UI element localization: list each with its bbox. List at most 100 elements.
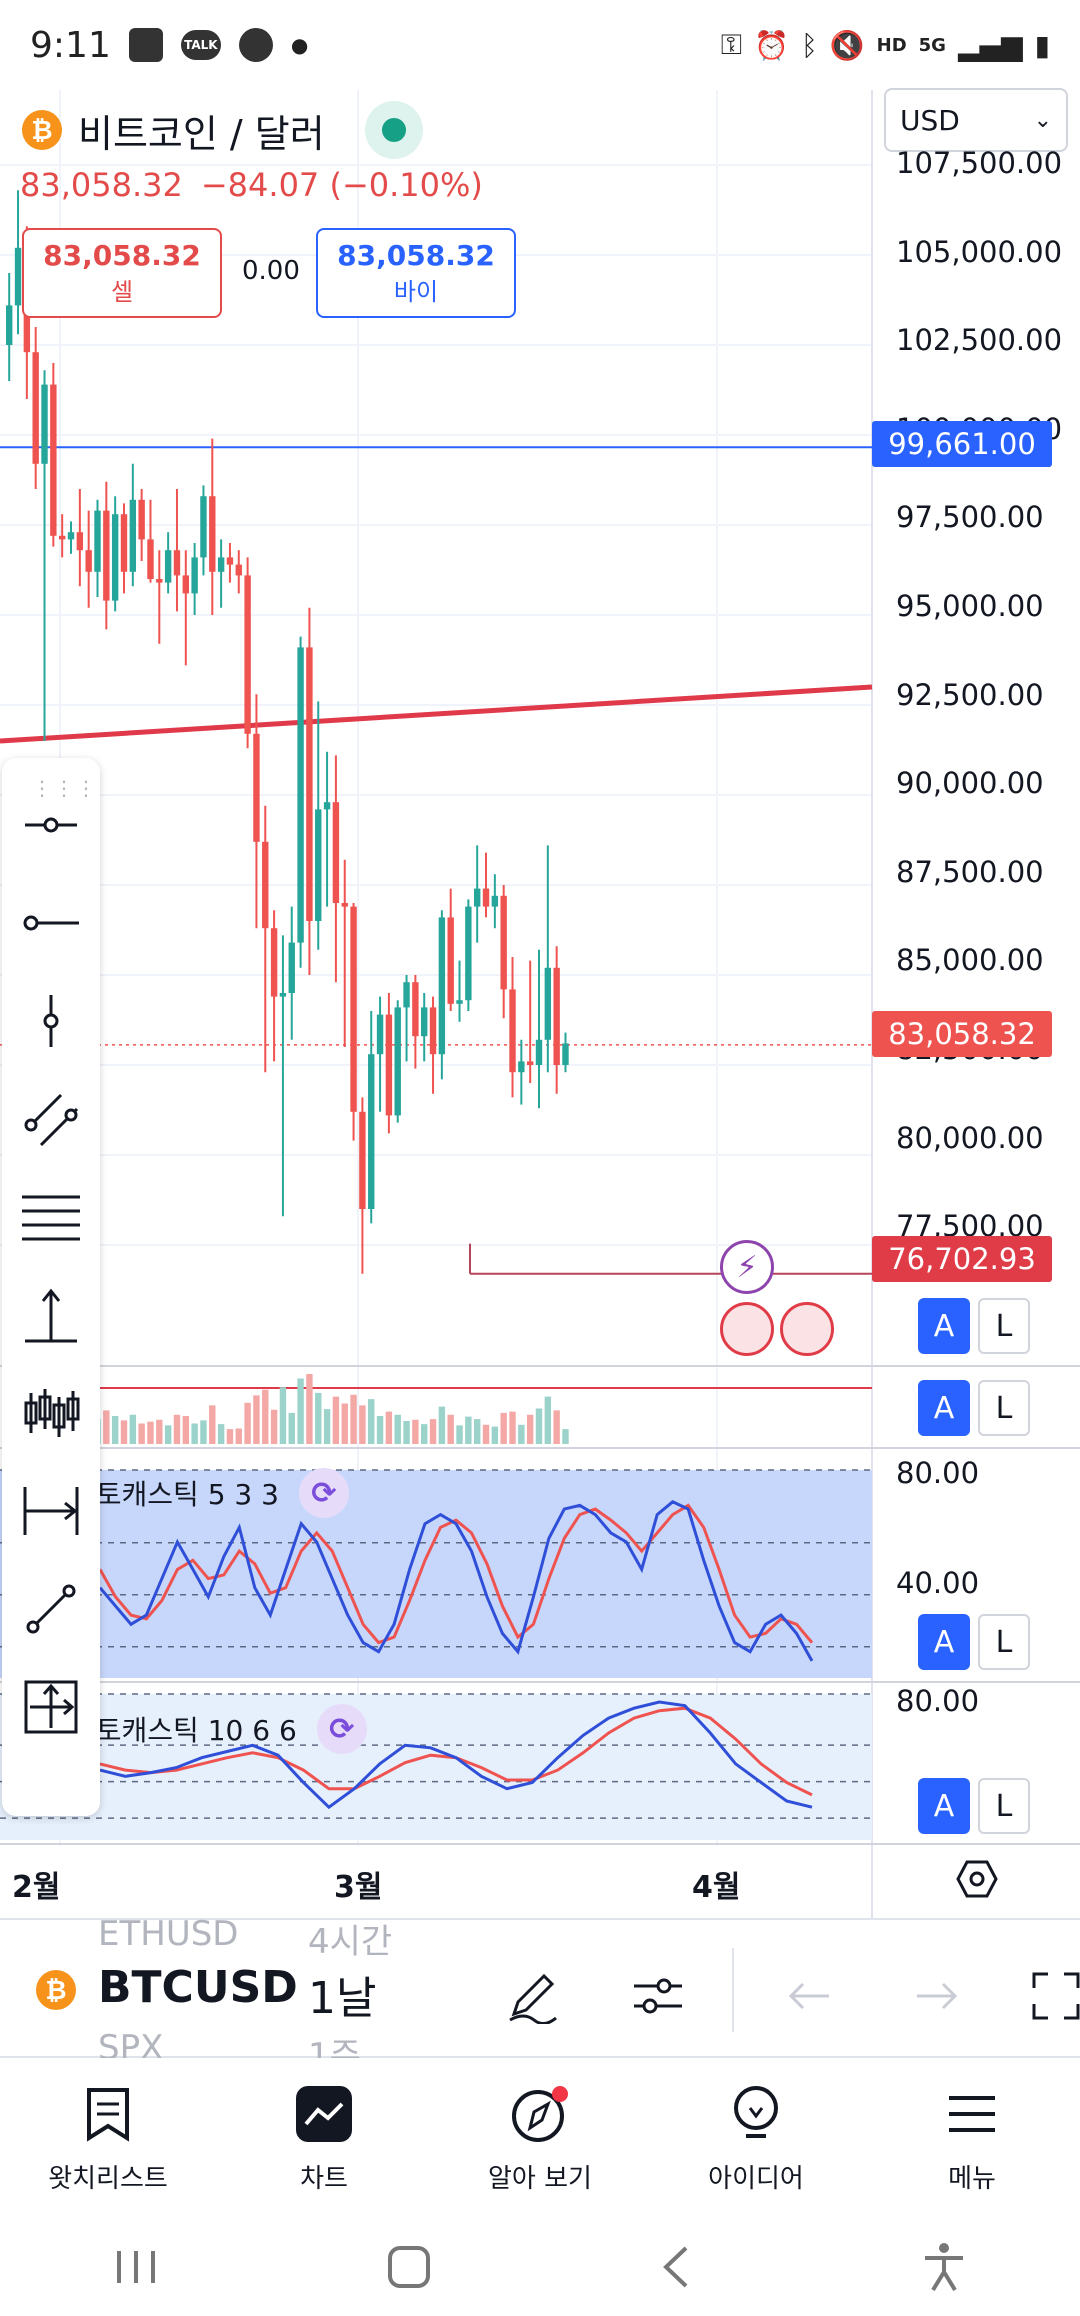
candles-pattern-tool-icon[interactable] bbox=[16, 1378, 86, 1448]
prev-symbol[interactable]: ETHUSD bbox=[98, 1914, 239, 1954]
volume-bar bbox=[526, 1414, 534, 1444]
volume-bar bbox=[385, 1411, 393, 1444]
vertical-line-tool-icon[interactable] bbox=[16, 986, 86, 1056]
volume-bar bbox=[191, 1423, 198, 1444]
stoch2-k-line bbox=[99, 1700, 813, 1810]
volume-bar bbox=[394, 1414, 401, 1444]
trend-line bbox=[0, 684, 873, 744]
symbol-picker-bar[interactable]: ETHUSD ₿ BTCUSD SPX 4시간 1날 1주 bbox=[0, 1914, 1080, 2076]
us-flag-event-icon[interactable] bbox=[780, 1302, 834, 1356]
candle-body bbox=[526, 1061, 534, 1065]
time-axis-label: 4월 bbox=[692, 1870, 741, 1905]
fullscreen-icon[interactable] bbox=[1024, 1964, 1080, 2028]
buy-button[interactable]: 83,058.32 바이 bbox=[316, 228, 516, 318]
candle-body bbox=[129, 499, 137, 572]
current-symbol[interactable]: BTCUSD bbox=[98, 1962, 298, 2013]
sell-button[interactable]: 83,058.32 셀 bbox=[22, 228, 222, 318]
accessibility-icon[interactable] bbox=[919, 2240, 969, 2294]
currency-select[interactable]: USD ⌄ bbox=[884, 88, 1068, 152]
chart-settings-icon[interactable] bbox=[956, 1858, 998, 1900]
nav-chart[interactable]: 차트 bbox=[216, 2058, 432, 2218]
signal-icon: ▂▄▆ bbox=[957, 28, 1023, 62]
position-tool-icon[interactable] bbox=[16, 1672, 86, 1742]
horizontal-ray-tool-icon[interactable] bbox=[16, 790, 86, 860]
measure-tool-icon[interactable] bbox=[16, 1280, 86, 1350]
stoch2-background bbox=[0, 1694, 872, 1840]
candle-body bbox=[306, 647, 313, 921]
stoch1-name: 스토캐스틱 5 3 3 bbox=[70, 1478, 279, 1511]
volume-bar bbox=[544, 1396, 552, 1444]
buy-label: 바이 bbox=[393, 278, 439, 306]
candle-body bbox=[270, 928, 278, 997]
auto-scale-button[interactable]: A bbox=[918, 1298, 970, 1354]
candle-body bbox=[32, 352, 39, 464]
candle-body bbox=[85, 550, 92, 572]
system-navigation[interactable] bbox=[0, 2218, 1080, 2316]
refresh-icon[interactable]: ⟳ bbox=[316, 1704, 367, 1754]
us-flag-event-icon[interactable] bbox=[720, 1302, 774, 1356]
symbol-title[interactable]: 비트코인 / 달러 bbox=[78, 111, 325, 156]
stoch2-legend[interactable]: 스토캐스틱 10 6 6 ⟳ bbox=[70, 1704, 367, 1754]
pen-icon[interactable] bbox=[500, 1964, 564, 2028]
recent-apps-icon[interactable] bbox=[111, 2247, 161, 2287]
chevron-down-icon: ⌄ bbox=[1033, 107, 1052, 133]
volume-bar bbox=[120, 1420, 128, 1444]
volume-bar bbox=[129, 1414, 137, 1444]
ray-tool-icon[interactable] bbox=[16, 888, 86, 958]
stoch2-log-scale-button[interactable]: L bbox=[978, 1778, 1030, 1834]
date-range-tool-icon[interactable] bbox=[16, 1476, 86, 1546]
price-axis-label: 87,500.00 bbox=[896, 854, 1044, 889]
volume-bar bbox=[297, 1378, 304, 1444]
price-chart[interactable] bbox=[0, 90, 1080, 1920]
nav-menu[interactable]: 메뉴 bbox=[864, 2058, 1080, 2218]
undo-icon[interactable] bbox=[778, 1964, 842, 2028]
chart-icon bbox=[292, 2082, 356, 2146]
volume-auto-scale-button[interactable]: A bbox=[918, 1380, 970, 1436]
prev-interval[interactable]: 4시간 bbox=[308, 1922, 393, 1962]
hd-voice-icon: HD bbox=[876, 34, 907, 56]
fib-retracement-tool-icon[interactable] bbox=[16, 1182, 86, 1252]
candle-body bbox=[421, 1007, 428, 1037]
candle-body bbox=[200, 496, 207, 558]
indicators-settings-icon[interactable] bbox=[626, 1964, 690, 2028]
volume-bar bbox=[438, 1406, 446, 1444]
candle-body bbox=[385, 1014, 393, 1116]
volume-bar bbox=[482, 1424, 490, 1444]
current-interval[interactable]: 1날 bbox=[308, 1973, 377, 2024]
stoch2-auto-scale-button[interactable]: A bbox=[918, 1778, 970, 1834]
candle-body bbox=[403, 982, 410, 1008]
volume-bar bbox=[535, 1408, 543, 1444]
home-icon[interactable] bbox=[384, 2242, 434, 2292]
stoch1-log-scale-button[interactable]: L bbox=[978, 1614, 1030, 1670]
nav-explore[interactable]: 알아 보기 bbox=[432, 2058, 648, 2218]
trend-channel-tool-icon[interactable] bbox=[16, 1084, 86, 1154]
nav-ideas[interactable]: 아이디어 bbox=[648, 2058, 864, 2218]
stoch1-auto-scale-button[interactable]: A bbox=[918, 1614, 970, 1670]
volume-bar bbox=[403, 1421, 410, 1444]
candle-body bbox=[341, 903, 348, 907]
volume-log-scale-button[interactable]: L bbox=[978, 1380, 1030, 1436]
trend-line-tool-icon[interactable] bbox=[16, 1574, 86, 1644]
symbol-header[interactable]: ₿ 비트코인 / 달러 bbox=[0, 90, 423, 170]
drawing-toolbar[interactable]: ⋮⋮⋮ bbox=[2, 758, 100, 1816]
bitcoin-logo-icon: ₿ bbox=[22, 110, 62, 150]
chart-area[interactable] bbox=[0, 90, 1080, 1920]
candle-body bbox=[544, 967, 552, 1040]
candle-body bbox=[447, 917, 454, 1004]
menu-icon bbox=[940, 2082, 1004, 2146]
back-icon[interactable] bbox=[656, 2242, 696, 2292]
refresh-icon[interactable]: ⟳ bbox=[298, 1468, 349, 1518]
nav-watchlist[interactable]: 왓치리스트 bbox=[0, 2058, 216, 2218]
volume-bar bbox=[270, 1409, 278, 1444]
volume-bar bbox=[138, 1423, 145, 1444]
candle-body bbox=[138, 499, 145, 540]
candle-body bbox=[473, 888, 481, 907]
candle-body bbox=[14, 247, 22, 306]
redo-icon[interactable] bbox=[904, 1964, 968, 2028]
log-scale-button[interactable]: L bbox=[978, 1298, 1030, 1354]
stoch1-legend[interactable]: 스토캐스틱 5 3 3 ⟳ bbox=[70, 1468, 349, 1518]
lightning-event-icon[interactable]: ⚡ bbox=[720, 1240, 774, 1294]
volume-bar bbox=[156, 1419, 163, 1444]
nav-label: 왓치리스트 bbox=[48, 2163, 168, 2194]
bottom-navigation[interactable]: 왓치리스트 차트 알아 보기 아이디어 메뉴 bbox=[0, 2058, 1080, 2218]
